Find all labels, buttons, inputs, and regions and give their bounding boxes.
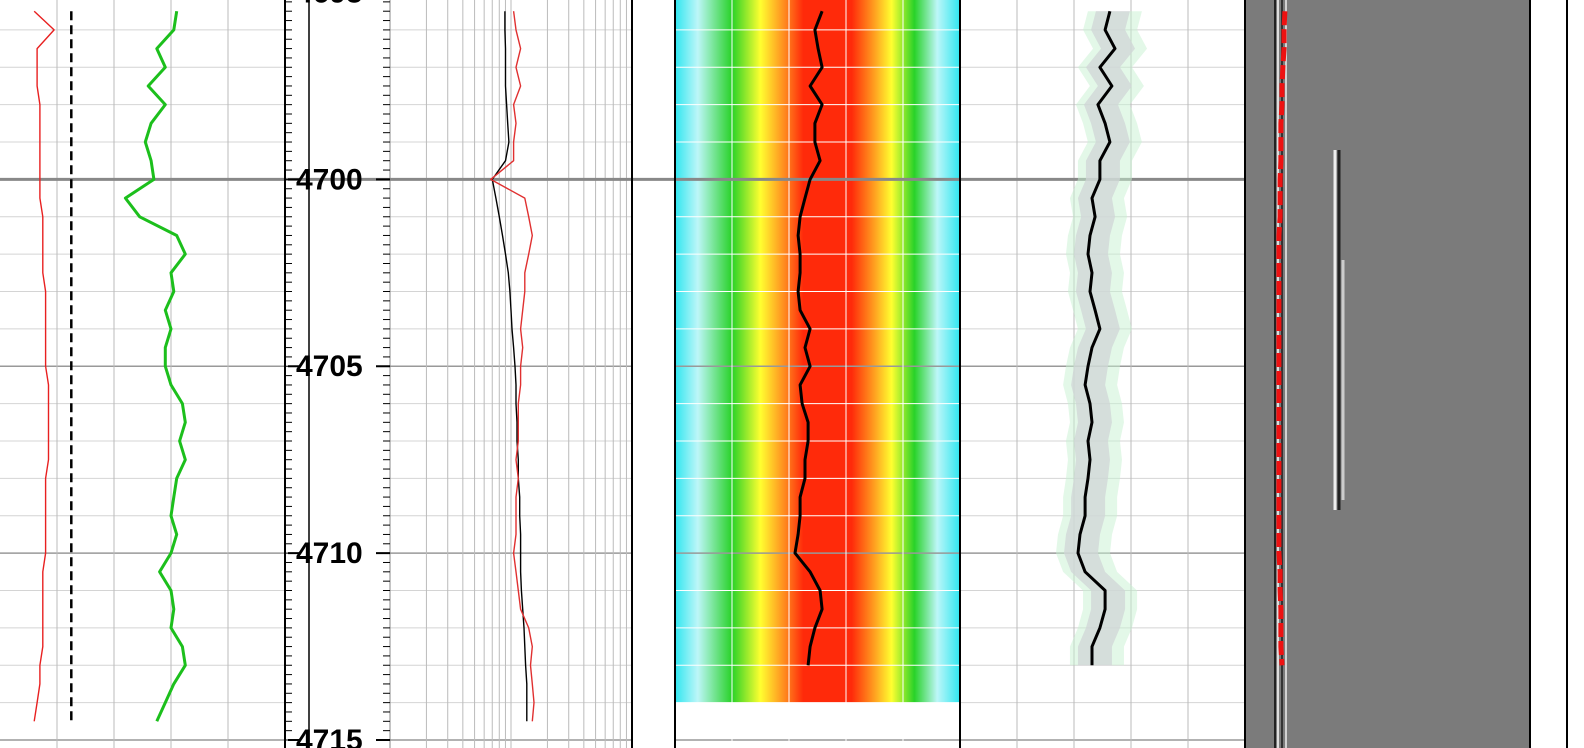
depth-track: 4695 4700 4705 4710 4715 [285,0,390,748]
image-log [1245,0,1530,748]
log-curve [1276,11,1288,666]
depth-label: 4700 [296,163,363,196]
depth-label: 4715 [296,724,363,748]
log-curve [793,10,824,666]
log-curve [491,11,528,722]
log-curve [1076,10,1117,666]
spread-cloud [1055,11,1148,666]
depth-label: 4710 [296,537,363,570]
log-curve [123,10,187,722]
depth-label: 4705 [296,350,363,383]
track-borders [284,0,1568,748]
log-curve [490,11,535,722]
log-curve [33,10,55,722]
heatmap [675,0,960,703]
depth-label: 4695 [296,0,363,9]
curves [33,10,1288,722]
